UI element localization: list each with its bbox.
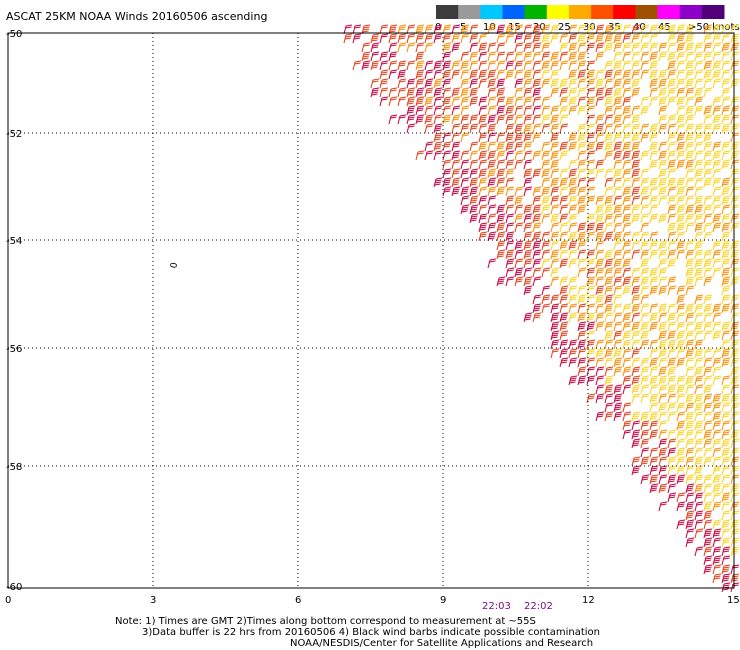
- note-line-3: NOAA/NESDIS/Center for Satellite Applica…: [290, 638, 594, 649]
- wind-barb-group: [541, 24, 740, 557]
- legend-label-50: >50 knots: [688, 22, 740, 33]
- legend-swatch: [591, 5, 614, 19]
- legend-label-25: 25: [558, 22, 571, 33]
- note-line-1: Note: 1) Times are GMT 2)Times along bot…: [115, 616, 536, 627]
- legend-swatch: [657, 5, 681, 19]
- plot-frame: [7, 32, 735, 589]
- legend-swatch: [480, 5, 503, 19]
- pass-time-2: 22:02: [524, 601, 553, 612]
- legend-swatch: [613, 5, 636, 19]
- lon-label-15: 15: [727, 595, 740, 606]
- lat-label-52: -52: [6, 129, 22, 140]
- legend-swatch: [568, 5, 592, 19]
- legend-swatch: [635, 5, 659, 19]
- legend-swatch: [502, 5, 526, 19]
- lon-label-6: 6: [295, 595, 301, 606]
- lat-label-60: -60: [6, 582, 22, 593]
- lon-label-12: 12: [582, 595, 595, 606]
- lat-label-58: -58: [6, 462, 22, 473]
- pass-time-1: 22:03: [482, 601, 511, 612]
- legend-swatch: [458, 5, 481, 19]
- calm-marker: 0: [169, 262, 180, 270]
- legend-swatch: [436, 5, 459, 19]
- graticule: [8, 33, 734, 588]
- lat-label-50: -50: [6, 29, 22, 40]
- legend-label-15: 15: [508, 22, 521, 33]
- wind-barb-group: [343, 24, 740, 593]
- wind-barbs: [343, 24, 740, 593]
- legend-swatch: [701, 5, 725, 19]
- legend-label-35: 35: [608, 22, 621, 33]
- lon-label-9: 9: [440, 595, 446, 606]
- legend-swatch: [546, 5, 570, 19]
- note-line-2: 3)Data buffer is 22 hrs from 20160506 4)…: [142, 627, 600, 638]
- wind-barb-group: [397, 24, 740, 512]
- wind-barb-group: [343, 24, 740, 584]
- map-title: ASCAT 25KM NOAA Winds 20160506 ascending: [6, 10, 267, 23]
- lat-label-54: -54: [6, 236, 22, 247]
- lon-label-3: 3: [150, 595, 156, 606]
- lon-label-0: 0: [5, 595, 11, 606]
- lat-label-56: -56: [6, 344, 22, 355]
- speed-legend: [436, 5, 725, 19]
- legend-swatch: [524, 5, 548, 19]
- legend-swatch: [679, 5, 703, 19]
